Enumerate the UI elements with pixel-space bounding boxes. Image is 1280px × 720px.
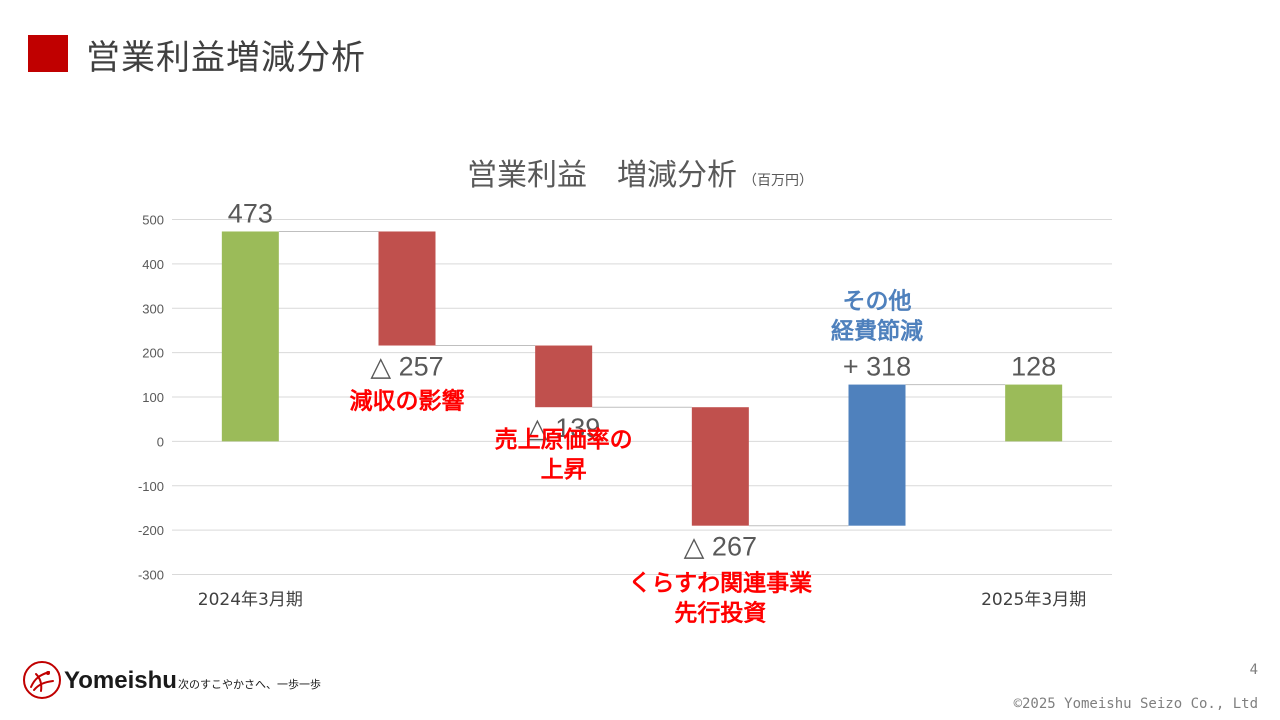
chart-title-block: 営業利益 増減分析 （百万円）	[0, 150, 1280, 194]
copyright: ©2025 Yomeishu Seizo Co., Ltd	[1013, 696, 1258, 712]
annotation-text: 先行投資	[674, 600, 766, 627]
annotation-text: 上昇	[541, 457, 587, 483]
brand-name: Yomeishu	[64, 667, 177, 694]
y-tick-label: 500	[142, 213, 164, 228]
title-accent-square	[28, 35, 68, 72]
bar-delta	[848, 384, 906, 526]
chart-title: 営業利益 増減分析	[467, 158, 737, 193]
bar-total	[1005, 384, 1063, 442]
data-label: 473	[228, 198, 273, 228]
y-tick-label: 100	[142, 390, 164, 405]
annotation-text: その他	[843, 289, 912, 315]
y-tick-label: 200	[142, 346, 164, 361]
bar-delta	[691, 407, 749, 526]
page-number: 4	[1249, 662, 1258, 678]
bar-total	[221, 231, 279, 442]
chart-unit: （百万円）	[743, 173, 813, 189]
y-tick-label: 400	[142, 257, 164, 272]
y-tick-label: -200	[138, 523, 164, 538]
annotation-text: 売上原価率の	[495, 426, 633, 453]
bar-delta	[535, 345, 593, 408]
y-tick-label: 300	[142, 301, 164, 316]
waterfall-chart: 500 400 300 200 100 0 -100 -200 -300 473 2024年3月期 △…	[138, 198, 1112, 627]
y-tick-label: -100	[138, 479, 164, 494]
data-label: △ 139	[527, 413, 600, 443]
y-tick-label: 0	[157, 434, 164, 449]
data-label: △ 267	[684, 532, 757, 562]
annotation-text: 経費節減	[831, 318, 923, 345]
annotation-text: くらすわ関連事業	[629, 570, 814, 597]
x-category-label: 2024年3月期	[198, 590, 303, 610]
data-label: + 318	[843, 352, 911, 382]
bar-delta	[378, 231, 436, 346]
y-tick-label: -300	[138, 568, 164, 583]
annotation-text: 減収の影響	[350, 388, 465, 415]
data-label: 128	[1011, 352, 1056, 382]
brand-tagline: 次のすこやかさへ、一歩一歩	[178, 678, 321, 691]
slide-title: 営業利益増減分析	[86, 38, 366, 78]
yomeishu-logo-icon	[23, 661, 61, 699]
x-category-label: 2025年3月期	[981, 590, 1086, 610]
data-label: △ 257	[370, 352, 443, 382]
